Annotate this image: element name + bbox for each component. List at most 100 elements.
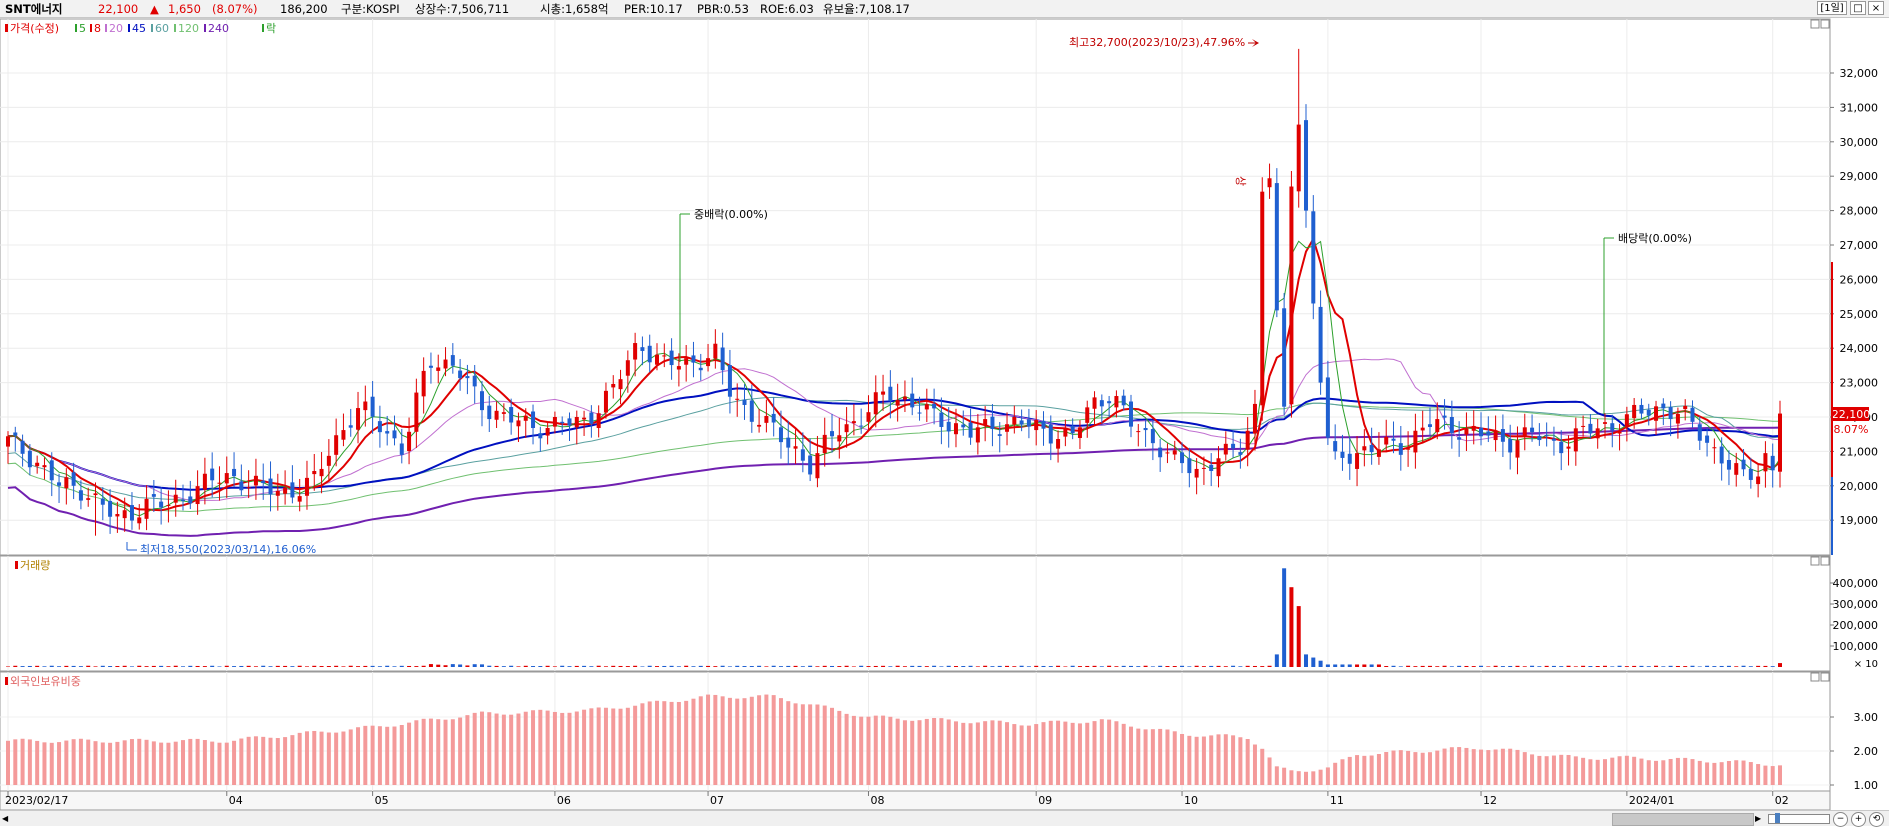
candle-body — [1026, 419, 1031, 427]
candle-body — [348, 425, 353, 428]
candle-body — [370, 396, 375, 417]
legend-price: 가격(수정) — [10, 22, 59, 35]
volume-bar — [1778, 663, 1782, 667]
price-panel-controls[interactable] — [1810, 19, 1830, 29]
candle-body — [356, 408, 361, 430]
volume-bar — [297, 665, 302, 667]
candle-body — [421, 370, 426, 397]
foreign-bar — [1099, 719, 1104, 785]
scroll-left-arrow[interactable]: ◀ — [2, 814, 9, 823]
foreign-bar — [1449, 747, 1454, 785]
volume-bar — [341, 666, 346, 667]
volume-bar — [1231, 665, 1236, 667]
volume-bar — [1376, 664, 1381, 667]
volume-bar — [210, 665, 215, 667]
foreign-bar — [1661, 760, 1666, 785]
period-button[interactable]: [1일] — [1817, 1, 1847, 15]
candle-body — [523, 415, 528, 421]
volume-bar — [1632, 665, 1637, 667]
candle-body — [42, 465, 47, 468]
foreign-bar — [895, 718, 900, 785]
volume-bar — [42, 666, 47, 667]
volume-bar — [1551, 665, 1556, 667]
foreign-bar — [676, 701, 681, 785]
candle-body — [1296, 124, 1301, 192]
candle-body — [990, 416, 995, 430]
volume-unit-label: × 10 — [1854, 659, 1878, 670]
foreign-bar — [421, 718, 426, 785]
foreign-bar — [1712, 762, 1717, 785]
volume-bar — [509, 665, 514, 667]
foreign-bar — [1756, 764, 1761, 785]
current-price: 22,100 — [98, 2, 139, 16]
listed-shares: 상장수:7,506,711 — [415, 2, 510, 16]
foreign-bar — [1026, 725, 1031, 785]
foreign-bar — [210, 741, 215, 785]
candle-body — [49, 460, 54, 481]
foreign-bar — [603, 707, 608, 785]
foreign-tick-label: 1.00 — [1854, 779, 1879, 792]
candle-body — [86, 498, 91, 500]
volume-bar — [1347, 664, 1352, 667]
chart-scrollbar[interactable]: ◀ ▶ − + ⟲ — [0, 810, 1889, 827]
candle-body — [1085, 407, 1090, 423]
foreign-bar — [1056, 720, 1061, 785]
candle-body — [939, 412, 944, 427]
foreign-bar — [319, 731, 324, 785]
stock-name[interactable]: SNT에너지 — [5, 2, 63, 16]
upper-limit-mark: 상 — [1234, 176, 1247, 186]
foreign-bar — [1617, 756, 1622, 785]
foreign-panel-controls[interactable] — [1810, 672, 1830, 682]
foreign-bar — [129, 739, 134, 785]
exdiv-label-2: 배당락(0.00%) — [1618, 232, 1692, 245]
zoom-reset-icon[interactable]: ⟲ — [1869, 812, 1884, 827]
candle-body — [720, 347, 725, 371]
zoom-out-icon[interactable]: − — [1833, 812, 1848, 827]
foreign-bar — [1260, 748, 1265, 785]
volume-bar — [319, 666, 324, 667]
volume-bar — [49, 665, 54, 667]
volume-bar — [1435, 666, 1440, 667]
volume-bar — [1318, 660, 1323, 667]
zoom-slider[interactable] — [1768, 813, 1830, 824]
foreign-bar — [1522, 752, 1527, 785]
foreign-bar — [290, 735, 295, 785]
candlesticks — [6, 48, 1782, 536]
volume-bar — [596, 665, 601, 667]
foreign-bar — [1201, 736, 1206, 785]
volume-bar — [844, 665, 849, 667]
close-button[interactable]: × — [1868, 1, 1884, 15]
volume-bar — [822, 665, 827, 667]
foreign-bar — [793, 703, 798, 785]
volume-bar — [129, 666, 134, 667]
foreign-bar — [458, 717, 463, 785]
volume-bar — [618, 665, 623, 667]
candle-body — [830, 431, 835, 437]
candle-body — [64, 477, 69, 489]
foreign-bar — [589, 708, 594, 785]
candle-body — [210, 468, 215, 481]
foreign-bar — [122, 740, 127, 785]
price-tick-label: 20,000 — [1840, 480, 1879, 493]
scrollbar-thumb[interactable] — [1612, 813, 1754, 826]
candle-body — [1180, 452, 1185, 464]
foreign-bar — [655, 700, 660, 785]
foreign-bar — [64, 740, 69, 785]
candle-body — [1223, 443, 1228, 455]
candle-body — [1238, 452, 1243, 455]
scroll-right-arrow[interactable]: ▶ — [1755, 814, 1762, 823]
volume-bar — [304, 666, 309, 667]
foreign-bar — [428, 718, 433, 785]
foreign-bar — [166, 742, 171, 785]
volume-bar — [232, 666, 237, 667]
foreign-bar — [42, 742, 47, 785]
volume-bar — [1012, 666, 1017, 667]
volume-panel-controls[interactable] — [1810, 556, 1830, 566]
maximize-button[interactable]: □ — [1850, 1, 1866, 15]
candle-body — [713, 343, 718, 359]
foreign-bar — [341, 731, 346, 785]
foreign-bar — [1347, 756, 1352, 785]
zoom-in-icon[interactable]: + — [1851, 812, 1866, 827]
volume-bar — [837, 666, 842, 667]
